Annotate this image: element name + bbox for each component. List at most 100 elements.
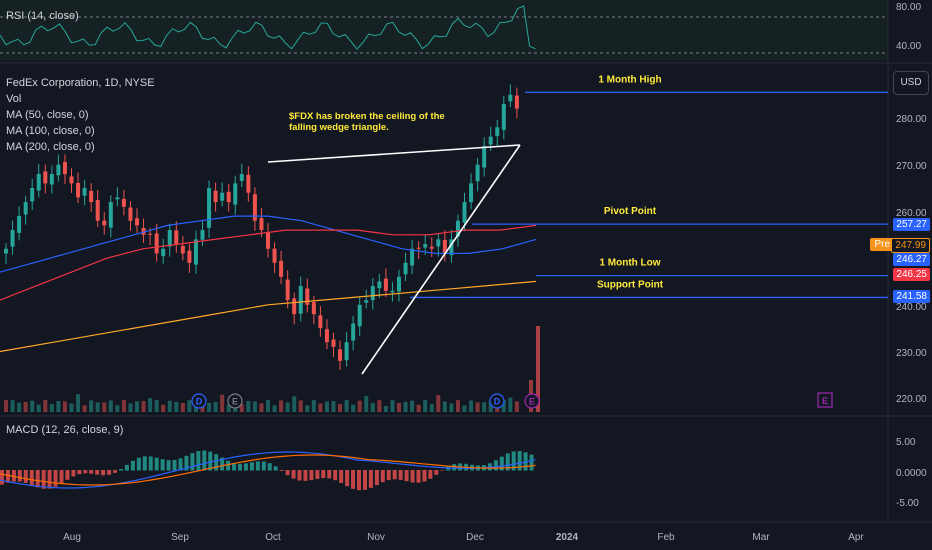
macd-bar [23, 470, 28, 483]
main-legend: FedEx Corporation, 1D, NYSE Vol MA (50, … [6, 75, 155, 155]
candle-body [482, 146, 487, 168]
volume-bar [154, 400, 159, 412]
ma200-label: MA (200, close, 0) [6, 141, 95, 153]
candle-body [436, 239, 441, 247]
macd-bar [428, 470, 433, 479]
candle-body [36, 174, 41, 191]
volume-bar [174, 401, 179, 412]
candle-body [193, 239, 198, 265]
macd-bar [505, 453, 510, 471]
candle-body [370, 286, 375, 301]
candle-body [10, 230, 15, 247]
candle-body [62, 162, 67, 175]
candle-body [30, 188, 35, 202]
macd-bar [83, 470, 88, 474]
macd-bar [422, 470, 427, 482]
candle-body [298, 286, 303, 314]
volume-bar [364, 395, 369, 412]
volume-bar [416, 404, 421, 412]
candle-body [89, 190, 94, 203]
macd-bar [178, 458, 183, 471]
macd-bar [124, 464, 129, 471]
macd-bar [309, 470, 314, 481]
candle-body [331, 339, 336, 347]
macd-bar [392, 470, 397, 480]
macd-bar [333, 470, 338, 481]
volume-bar [501, 400, 506, 412]
candle-body [121, 198, 126, 207]
rsi-line [0, 5, 536, 50]
volume-bar [220, 394, 225, 412]
volume-bar [357, 400, 362, 412]
candle-body [410, 248, 415, 266]
candle-body [213, 190, 218, 203]
candle-body [272, 248, 277, 263]
candle-body [305, 288, 310, 305]
price-tick: 280.00 [896, 114, 927, 125]
volume-bar [69, 403, 74, 412]
price-tag-pre: 247.99 [891, 238, 930, 253]
macd-bar [47, 470, 52, 489]
volume-bar [272, 405, 277, 412]
candle-body [239, 174, 244, 181]
macd-bar [380, 470, 385, 483]
time-tick: Nov [367, 532, 385, 543]
price-tag-ma: 246.27 [893, 253, 930, 266]
volume-bar [76, 394, 81, 412]
candle-body [180, 245, 185, 254]
currency-button[interactable]: USD [893, 71, 929, 95]
volume-bar [180, 402, 185, 412]
ma50-label: MA (50, close, 0) [6, 109, 89, 121]
volume-bar [246, 401, 251, 412]
candle-body [148, 233, 153, 235]
price-tick: 260.00 [896, 208, 927, 219]
macd-bar [154, 457, 159, 471]
ma100-label: MA (100, close, 0) [6, 125, 95, 137]
candles [4, 84, 519, 370]
macd-bar [249, 462, 254, 471]
macd-bar [404, 470, 409, 482]
candle-body [167, 230, 172, 247]
macd-bar [226, 460, 231, 471]
volume-bar [285, 402, 290, 412]
rsi-tick: 80.00 [896, 2, 921, 13]
candle-body [135, 218, 139, 226]
earnings-marker-text: E [232, 397, 238, 407]
volume-bar [82, 405, 87, 412]
volume-bar [23, 401, 28, 412]
volume-bar [455, 400, 460, 412]
volume-bar [324, 401, 329, 412]
macd-bar [416, 470, 421, 483]
macd-bar [267, 463, 272, 471]
volume-bar [141, 401, 146, 412]
candle-body [429, 246, 434, 249]
macd-bar [327, 470, 332, 479]
macd-bar [357, 470, 361, 491]
macd-bar [65, 470, 70, 480]
volume-bar [102, 402, 107, 412]
candle-body [200, 230, 205, 240]
volume-bar [449, 403, 454, 412]
volume-bar [495, 405, 500, 412]
vol-label: Vol [6, 93, 22, 105]
candle-body [56, 164, 61, 176]
candle-body [226, 191, 231, 203]
macd-bar [291, 470, 296, 479]
macd-bar [386, 470, 391, 481]
time-tick: Apr [848, 532, 864, 543]
level-label-pivot: Pivot Point [604, 206, 657, 217]
rsi-tick: 40.00 [896, 41, 921, 52]
upcoming-earnings-marker [817, 392, 833, 408]
volume-bar [167, 400, 172, 412]
candle-body [311, 302, 316, 315]
macd-bar [119, 469, 123, 471]
macd-bar [273, 466, 278, 471]
candle-body [43, 171, 48, 184]
ma100-line [0, 224, 537, 301]
candle-body [475, 164, 480, 182]
volume-bar [292, 396, 297, 412]
macd-bar [130, 460, 135, 471]
macd-bar [511, 451, 516, 471]
macd-bar [255, 461, 260, 471]
